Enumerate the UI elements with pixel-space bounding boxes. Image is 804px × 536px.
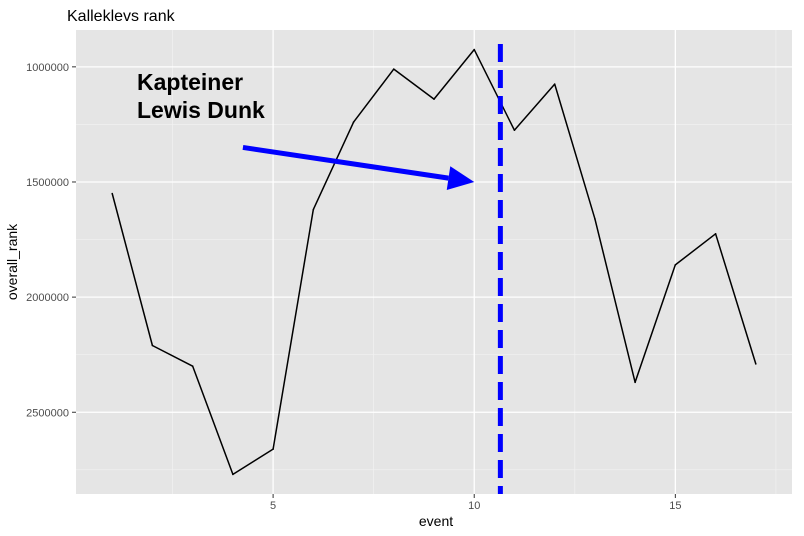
- data-point: [513, 129, 516, 131]
- annotation-line-2: Lewis Dunk: [137, 97, 265, 123]
- minor-gridlines: [76, 30, 792, 494]
- x-tick-label: 5: [270, 500, 276, 512]
- data-point: [111, 192, 114, 195]
- series-layer: [111, 48, 757, 476]
- y-axis-title: overall_rank: [4, 223, 20, 300]
- annotation-layer: Kapteiner Lewis Dunk: [137, 69, 475, 191]
- data-point: [714, 232, 717, 235]
- y-tick-label: 1000000: [26, 62, 69, 74]
- x-tick-label: 10: [468, 500, 480, 512]
- y-tick-label: 2000000: [26, 292, 69, 304]
- data-point: [674, 264, 677, 266]
- data-point: [232, 473, 234, 476]
- annotation-line-1: Kapteiner: [137, 69, 243, 95]
- annotation-arrow-head: [446, 166, 475, 191]
- major-gridlines: [76, 30, 792, 494]
- data-point: [594, 218, 596, 220]
- data-point: [473, 48, 476, 51]
- data-point: [312, 208, 315, 211]
- data-point: [272, 448, 274, 450]
- x-tick-label: 15: [669, 500, 681, 512]
- plot-panel: [76, 30, 792, 494]
- data-point: [191, 365, 194, 367]
- data-point: [433, 98, 435, 100]
- x-axis-title: event: [419, 513, 453, 529]
- y-tick-label: 2500000: [26, 407, 69, 419]
- chart-title: Kalleklevs rank: [67, 8, 176, 25]
- y-tick-labels: 1000000 1500000 2000000 2500000: [26, 62, 69, 419]
- annotation-arrow-shaft: [242, 144, 449, 181]
- data-point: [634, 381, 636, 384]
- data-point: [754, 363, 757, 365]
- x-tick-labels: 5 10 15: [270, 500, 681, 512]
- y-tick-label: 1500000: [26, 177, 69, 189]
- data-point: [151, 344, 154, 347]
- data-point: [352, 121, 355, 123]
- axis-ticks: [72, 66, 676, 498]
- data-point: [392, 68, 395, 70]
- data-point: [553, 83, 556, 85]
